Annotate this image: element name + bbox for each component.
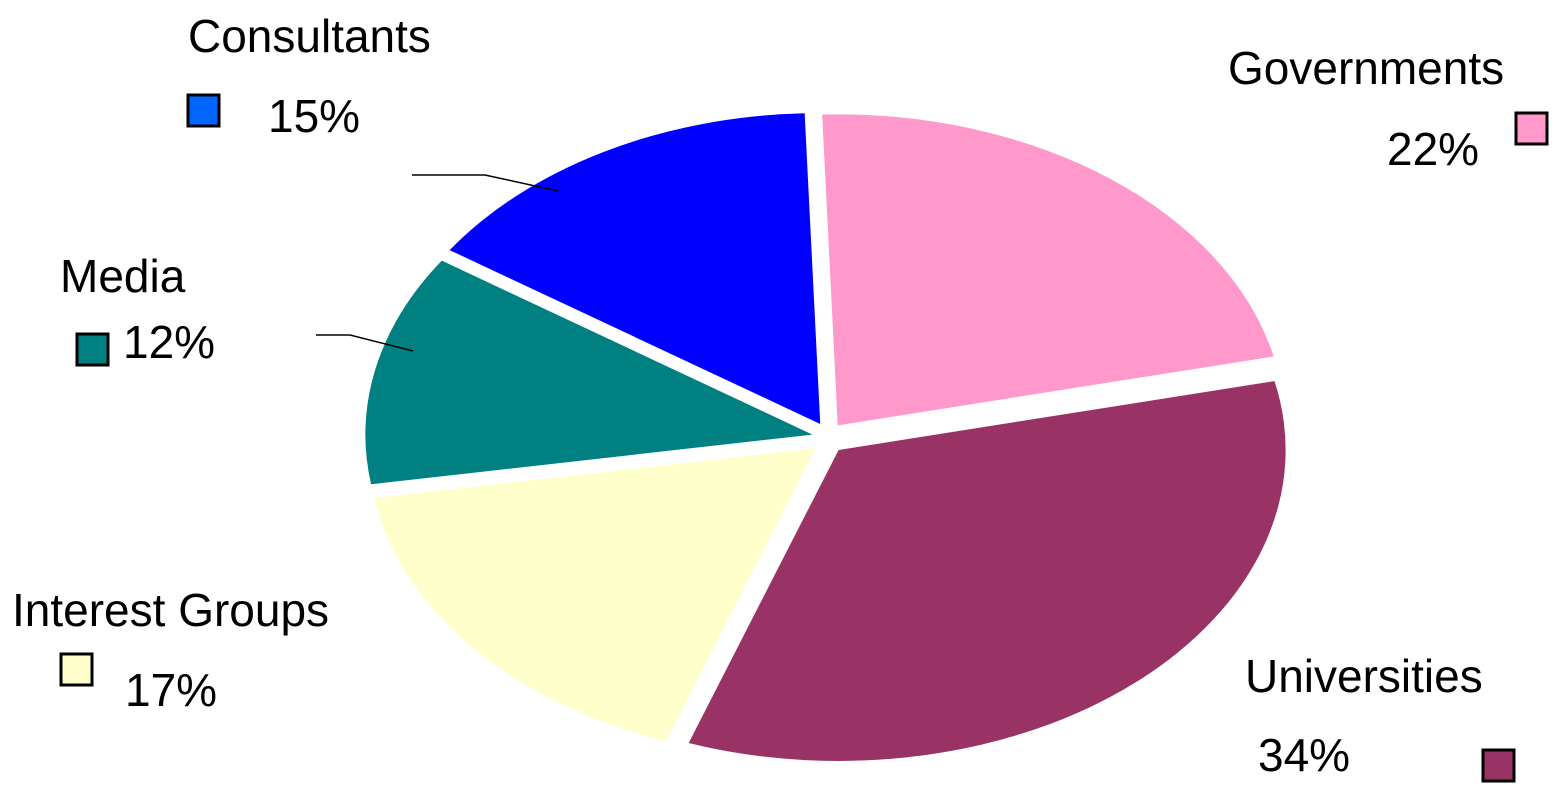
- slice-percent-consultants: 15%: [268, 90, 360, 142]
- legend-swatch-interest-groups: [59, 652, 94, 687]
- pie-slice-media: [365, 260, 813, 485]
- leader-line-media: [316, 334, 414, 352]
- leader-lines: [316, 174, 559, 352]
- slice-label-interest-groups: Interest Groups: [12, 584, 329, 636]
- slice-label-consultants: Consultants: [188, 10, 431, 62]
- slice-label-universities: Universities: [1245, 650, 1483, 702]
- label-group-interest-groups: Interest Groups 17%: [12, 584, 329, 716]
- label-group-governments: Governments 22%: [1228, 42, 1549, 175]
- pie-slice-universities: [688, 381, 1286, 761]
- legend-swatch-media: [75, 332, 110, 367]
- slice-percent-universities: 34%: [1258, 729, 1350, 781]
- legend-swatch-universities: [1481, 748, 1516, 783]
- pie-slice-consultants: [449, 113, 821, 425]
- slice-percent-media: 12%: [123, 316, 215, 368]
- slice-label-governments: Governments: [1228, 42, 1504, 94]
- label-group-consultants: Consultants 15%: [186, 10, 431, 142]
- label-group-media: Media 12%: [60, 250, 215, 368]
- pie-slice-interest-groups: [374, 448, 816, 742]
- legend-swatch-consultants: [186, 93, 221, 128]
- label-group-universities: Universities 34%: [1245, 650, 1516, 783]
- pie-slice-governments: [822, 114, 1274, 426]
- slice-percent-governments: 22%: [1387, 123, 1479, 175]
- leader-line-consultants: [412, 174, 559, 192]
- pie-slices: [365, 113, 1286, 761]
- slice-label-media: Media: [60, 250, 186, 302]
- legend-swatch-governments: [1514, 111, 1549, 146]
- slice-percent-interest-groups: 17%: [125, 664, 217, 716]
